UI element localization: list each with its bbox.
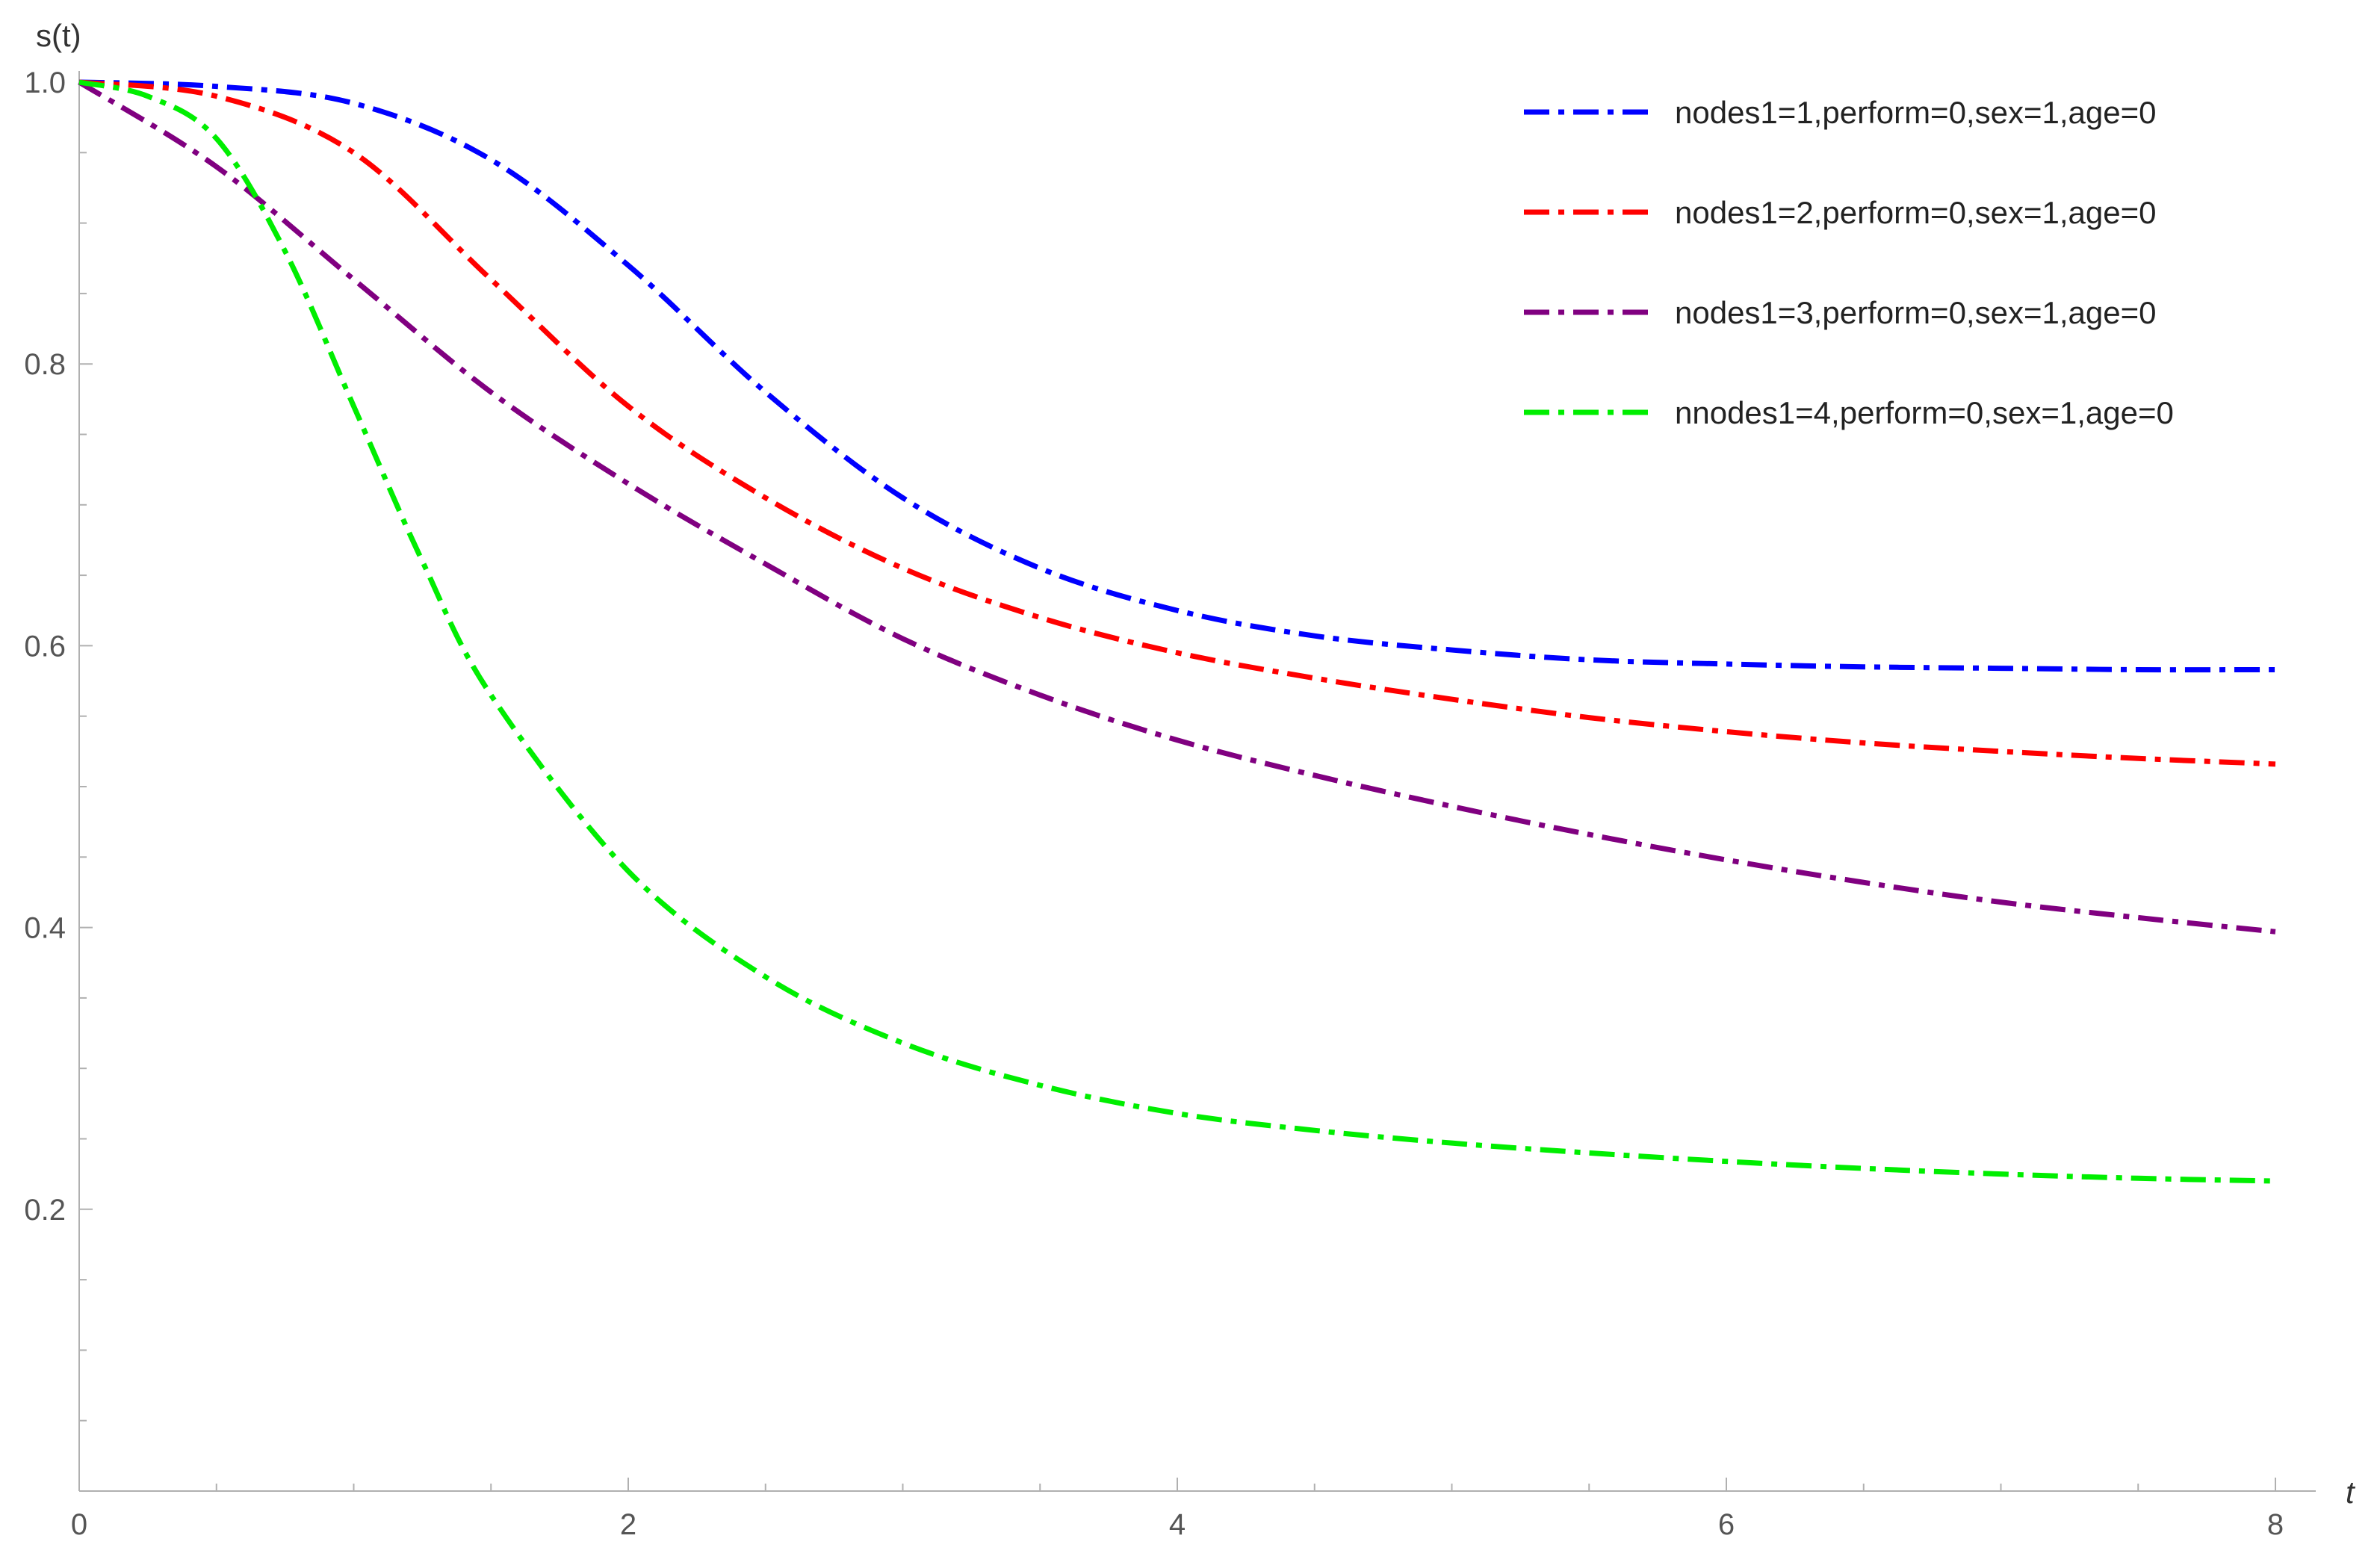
- series-line-2: [78, 79, 2276, 767]
- x-tick-label: 0: [71, 1508, 87, 1541]
- y-tick-label: 1.0: [24, 66, 66, 99]
- x-tick-label: 4: [1169, 1508, 1186, 1541]
- ticks: [78, 81, 2276, 1491]
- x-tick-label: 8: [2267, 1508, 2284, 1541]
- legend-label-3: nodes1=3,perform=0,sex=1,age=0: [1675, 295, 2156, 330]
- axis-labels: s(t) t: [36, 18, 2356, 1510]
- series-line-1: [78, 79, 2276, 673]
- y-axis-label: s(t): [36, 18, 81, 53]
- y-tick-label: 0.8: [24, 348, 66, 381]
- x-tick-label: 2: [620, 1508, 636, 1541]
- series-line-4: [78, 79, 2276, 1184]
- legend-label-2: nodes1=2,perform=0,sex=1,age=0: [1675, 195, 2156, 230]
- y-tick-label: 0.4: [24, 912, 66, 945]
- legend-label-4: nnodes1=4,perform=0,sex=1,age=0: [1675, 395, 2174, 430]
- series-line-3: [78, 80, 2276, 935]
- y-tick-label: 0.2: [24, 1194, 66, 1227]
- x-tick-label: 6: [1718, 1508, 1735, 1541]
- axes: [78, 71, 2316, 1492]
- y-tick-label: 0.6: [24, 630, 66, 663]
- legend: nodes1=1,perform=0,sex=1,age=0 nodes1=2,p…: [1524, 95, 2174, 430]
- tick-labels: 0 2 4 6 8 0.2 0.4 0.6 0.8 1.0: [24, 66, 2284, 1541]
- series-lines: [78, 79, 2276, 1184]
- x-axis-label: t: [2346, 1475, 2356, 1510]
- legend-label-1: nodes1=1,perform=0,sex=1,age=0: [1675, 95, 2156, 130]
